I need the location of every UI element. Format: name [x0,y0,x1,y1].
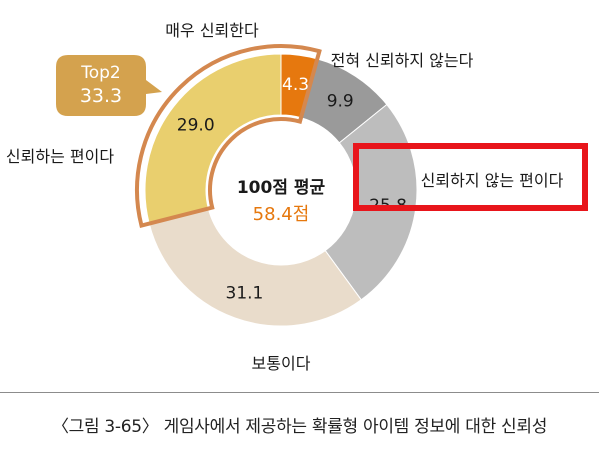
slice-name-label: 신뢰하는 편이다 [6,147,114,166]
donut-slices [144,53,418,327]
slice-value-label: 29.0 [177,116,215,136]
top2-value: 33.3 [80,85,122,107]
slice-value-labels: 4.39.925.831.129.0 [177,75,407,304]
figure-caption: 〈그림 3-65〉 게임사에서 제공하는 확률형 아이템 정보에 대한 신뢰성 [51,417,548,437]
center-value: 58.4점 [253,204,310,225]
center-title: 100점 평균 [237,178,326,198]
slice-4 [144,53,282,225]
top2-title: Top2 [80,63,121,83]
slice-name-label: 신뢰하지 않는 편이다 [421,171,564,190]
slice-value-label: 9.9 [327,92,354,112]
top2-badge: Top2 33.3 [56,55,162,116]
slice-name-label: 전혀 신뢰하지 않는다 [331,51,474,70]
slice-value-label: 4.3 [282,75,309,95]
slice-name-label: 보통이다 [252,354,311,373]
top2-badge-shape [56,55,162,116]
caption-divider [0,392,599,393]
top2-outline [135,44,322,228]
slice-3 [148,207,362,327]
slice-name-label: 매우 신뢰한다 [165,21,259,40]
highlight-box [353,143,588,211]
slice-value-label: 31.1 [226,284,264,304]
